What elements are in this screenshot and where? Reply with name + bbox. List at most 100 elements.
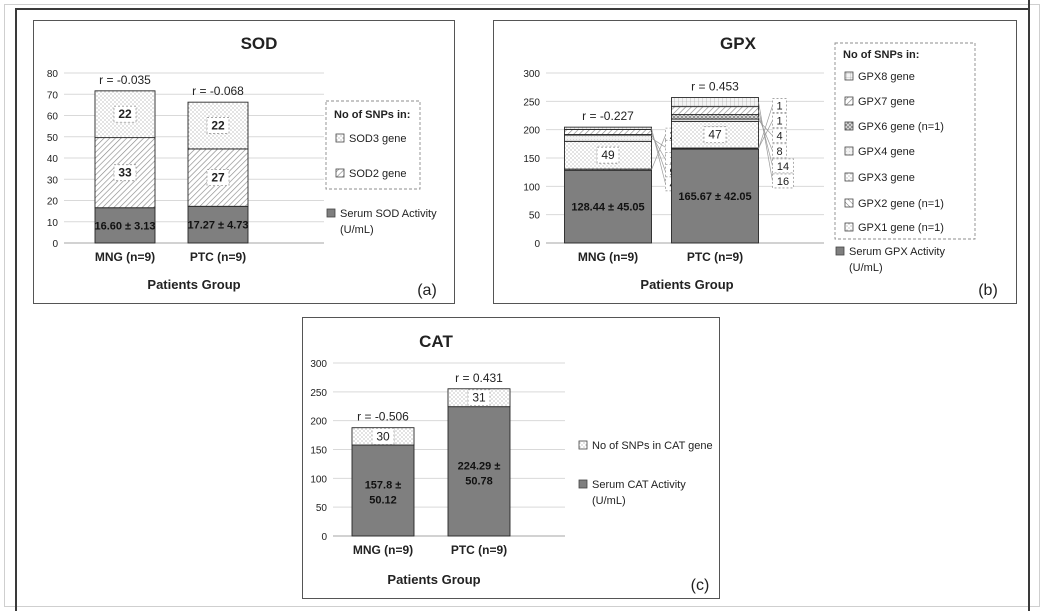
data-label-sod2-gene-mng-n-9: 33 <box>118 166 132 180</box>
data-label-box <box>113 164 137 182</box>
data-label-no-of-snps-in-cat-gene-mng-n-9: 30 <box>376 429 390 443</box>
legend-label-serum-gpx-activity-u-ml-unit: (U/mL) <box>849 262 883 274</box>
data-label-gpx4-gene-ptc-n-9: 4 <box>776 131 782 143</box>
legend-swatch-gpx7-gene <box>844 96 854 106</box>
legend-frame <box>325 100 421 190</box>
data-label-gpx1-gene-n-1-ptc-n-9: 1 <box>776 101 782 113</box>
legend-label-gpx4-gene: GPX4 gene <box>858 146 915 158</box>
legend-label-sod2-gene: SOD2 gene <box>349 168 406 180</box>
cat-panel-label: (c) <box>691 577 710 594</box>
callout-box <box>772 128 787 144</box>
y-tick-label: 0 <box>52 239 58 250</box>
y-tick-label: 300 <box>523 69 540 80</box>
legend-label-serum-gpx-activity-u-ml: Serum GPX Activity <box>849 246 945 258</box>
data-label-box <box>371 427 395 445</box>
data-label-serum-cat-activity-u-ml-mng-n-9: 157.8 ± <box>365 480 402 492</box>
x-tick-label-ptc-n-9: PTC (n=9) <box>451 543 507 557</box>
y-tick-label: 250 <box>523 97 540 108</box>
y-tick-label: 100 <box>523 182 540 193</box>
page-edge-left <box>15 8 17 611</box>
callout-box <box>772 113 787 129</box>
y-tick-label: 30 <box>47 175 59 186</box>
legend-label-gpx8-gene: GPX8 gene <box>858 71 915 83</box>
legend-label-no-of-snps-in-cat-gene: No of SNPs in CAT gene <box>592 440 713 452</box>
gpx-panel-label: (b) <box>978 282 998 299</box>
correlation-label-ptc-n-9: r = 0.453 <box>691 80 739 94</box>
callout-box <box>772 158 794 174</box>
cat-chart-panel: CAT 0 50 100 150 200 250 300 r = -0.506 157.8 ± 50… <box>302 317 720 599</box>
sod-x-axis-label: Patients Group <box>147 277 240 292</box>
y-tick-label: 50 <box>316 503 328 514</box>
correlation-label-ptc-n-9: r = 0.431 <box>455 371 503 385</box>
bar-segment-gpx7-gene-mng-n-9 <box>564 128 652 135</box>
callout-box <box>772 143 787 159</box>
data-label-serum-gpx-activity-u-ml-mng-n-9: 128.44 ± 45.05 <box>571 202 644 214</box>
callout-box <box>772 173 794 189</box>
sod-chart-title: SOD <box>241 34 278 53</box>
legend-label-gpx3-gene: GPX3 gene <box>858 172 915 184</box>
page-frame <box>4 4 1040 607</box>
legend-label-serum-sod-activity-u-ml-unit: (U/mL) <box>340 224 374 236</box>
legend-frame <box>834 42 976 240</box>
y-tick-label: 50 <box>529 211 541 222</box>
gpx-x-axis-label: Patients Group <box>640 277 733 292</box>
y-tick-label: 50 <box>47 133 59 144</box>
callout-line <box>758 105 773 149</box>
callout-box <box>772 98 787 113</box>
y-tick-label: 60 <box>47 112 59 123</box>
bar-segment-serum-gpx-activity-u-ml-mng-n-9 <box>564 169 652 244</box>
data-label-box <box>596 146 620 164</box>
correlation-label-mng-n-9: r = -0.506 <box>357 410 409 424</box>
legend-swatch-serum-cat-activity-u-ml <box>578 479 588 489</box>
legend-swatch-gpx2-gene-n-1 <box>844 198 854 208</box>
legend-swatch-gpx1-gene-n-1 <box>844 222 854 232</box>
data-label-box <box>703 126 727 144</box>
bar-segment-gpx8-gene-ptc-n-9 <box>671 97 759 108</box>
data-label-box <box>467 389 491 407</box>
x-tick-label-mng-n-9: MNG (n=9) <box>95 250 155 264</box>
data-label-box <box>206 169 230 187</box>
legend-label-gpx1-gene-n-1: GPX1 gene (n=1) <box>858 222 944 234</box>
x-tick-label-ptc-n-9: PTC (n=9) <box>190 250 246 264</box>
x-tick-label-mng-n-9: MNG (n=9) <box>353 543 413 557</box>
data-label-gpx3-gene-mng-n-9: 49 <box>601 148 615 162</box>
bar-segment-gpx6-gene-n-1-ptc-n-9 <box>671 114 759 120</box>
bar-segment-gpx4-gene-mng-n-9 <box>564 134 652 142</box>
y-tick-label: 100 <box>310 474 327 485</box>
bar-segment-serum-cat-activity-u-ml-mng-n-9 <box>351 444 415 537</box>
y-tick-label: 0 <box>534 239 540 250</box>
data-label-box <box>206 117 230 134</box>
correlation-label-mng-n-9: r = -0.035 <box>99 73 151 87</box>
data-label-box <box>113 105 137 123</box>
y-tick-label: 250 <box>310 388 327 399</box>
legend-label-serum-cat-activity-u-ml: Serum CAT Activity <box>592 479 686 491</box>
y-tick-label: 150 <box>523 154 540 165</box>
gpx-chart-title: GPX <box>720 34 757 53</box>
y-tick-label: 80 <box>47 69 59 80</box>
data-label-gpx2-gene-n-1-ptc-n-9: 1 <box>776 116 782 128</box>
data-label-serum-cat-activity-u-ml-ptc-n-9-line2: 50.78 <box>465 475 493 487</box>
y-tick-label: 300 <box>310 359 327 370</box>
data-label-sod2-gene-ptc-n-9: 27 <box>211 171 225 185</box>
cat-x-axis-label: Patients Group <box>387 572 480 587</box>
y-tick-label: 20 <box>47 197 59 208</box>
callout-line <box>651 128 666 184</box>
data-label-sod3-gene-mng-n-9: 22 <box>118 107 132 121</box>
y-tick-label: 10 <box>47 218 59 229</box>
legend-swatch-serum-sod-activity-u-ml <box>326 208 336 218</box>
sod-chart-panel: SOD 0 10 20 30 40 50 60 70 80 r = -0.035 16.60 ± 3.… <box>33 20 455 304</box>
callout-line <box>651 137 666 148</box>
legend-swatch-serum-gpx-activity-u-ml <box>835 246 845 256</box>
correlation-label-mng-n-9: r = -0.227 <box>582 109 634 123</box>
data-label-serum-gpx-activity-u-ml-ptc-n-9: 165.67 ± 42.05 <box>678 191 751 203</box>
y-tick-label: 200 <box>523 126 540 137</box>
gpx-chart-panel: GPX 0 50 100 150 200 250 300 r = -0.227 128.44 ± … <box>493 20 1017 304</box>
legend-label-gpx6-gene-n-1: GPX6 gene (n=1) <box>858 121 944 133</box>
legend-swatch-no-of-snps-in-cat-gene <box>578 440 588 450</box>
data-label-gpx7-gene-ptc-n-9: 14 <box>777 161 789 173</box>
data-label-serum-sod-activity-u-ml-mng-n-9: 16.60 ± 3.13 <box>94 220 155 232</box>
data-label-serum-cat-activity-u-ml-ptc-n-9: 224.29 ± <box>458 460 501 472</box>
legend-swatch-sod3-gene <box>335 133 345 143</box>
cat-chart-title: CAT <box>419 332 453 351</box>
legend-swatch-gpx4-gene <box>844 146 854 156</box>
